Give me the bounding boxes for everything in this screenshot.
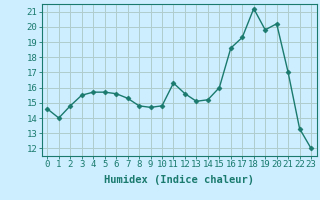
X-axis label: Humidex (Indice chaleur): Humidex (Indice chaleur) — [104, 175, 254, 185]
